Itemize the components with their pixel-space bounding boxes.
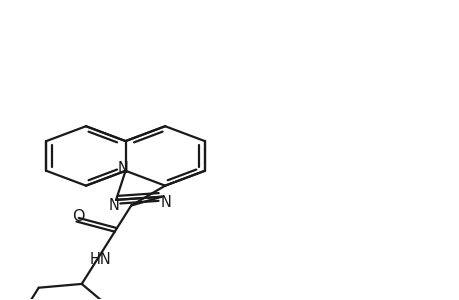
Text: N: N: [108, 198, 119, 213]
Text: N: N: [160, 195, 171, 210]
Text: N: N: [118, 161, 129, 176]
Text: O: O: [73, 209, 85, 224]
Text: HN: HN: [90, 252, 111, 267]
